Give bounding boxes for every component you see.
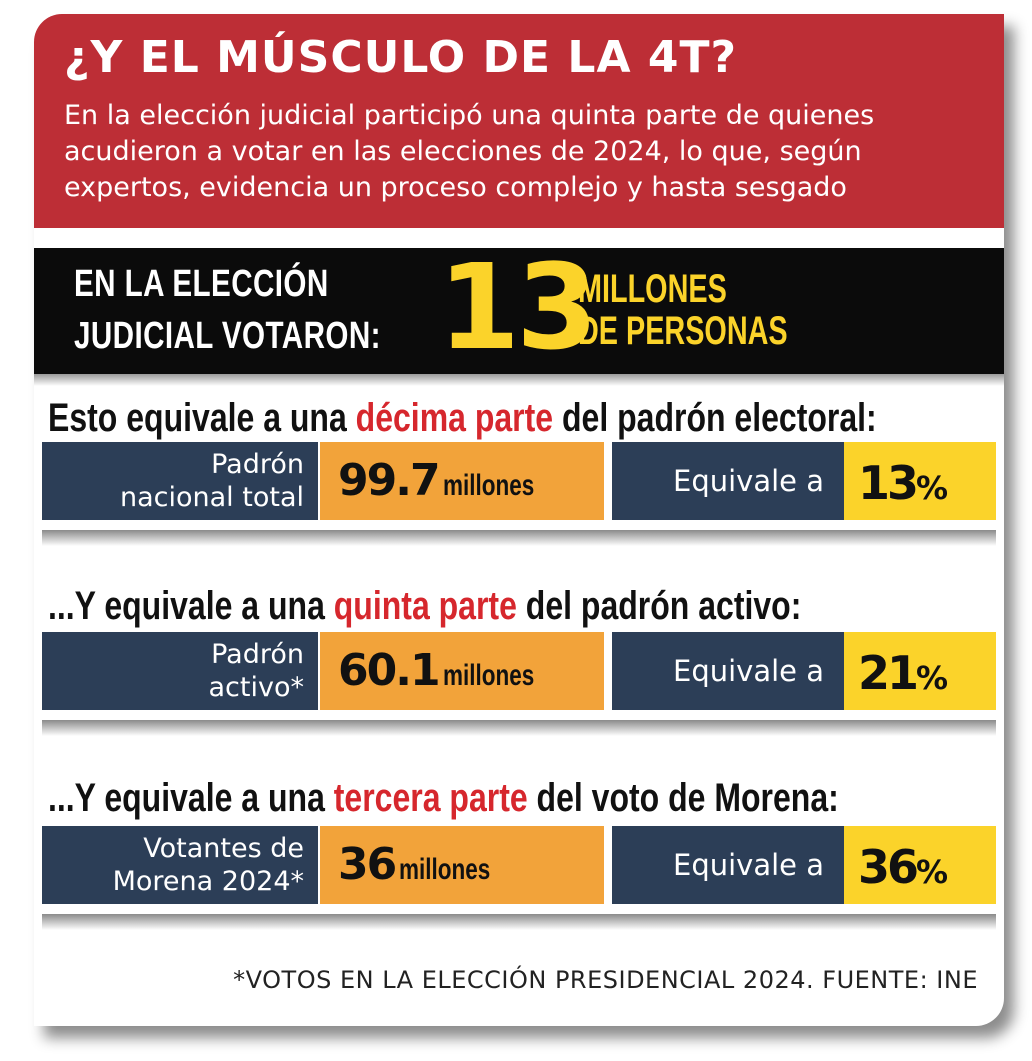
row-value-number: 36	[338, 839, 397, 890]
row-percent: 21%	[844, 632, 996, 710]
row-percent-sign: %	[916, 853, 949, 891]
section-heading-post: del voto de Morena:	[527, 776, 839, 820]
highlight-bar-label-line2: JUDICIAL VOTARON:	[74, 315, 381, 357]
row-value-unit: millones	[442, 659, 534, 692]
row-shadow	[42, 530, 996, 546]
data-row: Padrón activo* 60.1 millones Equivale a 2…	[42, 632, 996, 710]
row-percent-number: 13	[858, 456, 919, 510]
section-heading-pre: ...Y equivale a una	[48, 584, 334, 628]
row-shadow	[42, 720, 996, 736]
page-title: ¿Y EL MÚSCULO DE LA 4T?	[64, 32, 737, 83]
row-percent-sign: %	[916, 469, 949, 507]
source-footnote: *VOTOS EN LA ELECCIÓN PRESIDENCIAL 2024.…	[233, 966, 978, 994]
row-label-line1: Padrón	[211, 449, 304, 480]
data-row: Padrón nacional total 99.7 millones Equiv…	[42, 442, 996, 520]
row-equivalent-label: Equivale a	[612, 632, 844, 710]
row-label: Padrón activo*	[42, 632, 318, 710]
highlight-bar-unit-line1: MILLONES	[578, 267, 727, 311]
section-heading-post: del padrón electoral:	[553, 396, 877, 440]
section-heading-highlight: décima parte	[355, 396, 554, 440]
data-row: Votantes de Morena 2024* 36 millones Equi…	[42, 826, 996, 904]
row-value-number: 99.7	[338, 455, 441, 506]
row-value-unit: millones	[442, 469, 534, 502]
infographic-card: ¿Y EL MÚSCULO DE LA 4T? En la elección j…	[34, 14, 1004, 1026]
row-equivalent-label: Equivale a	[612, 826, 844, 904]
row-label-line1: Padrón	[211, 639, 304, 670]
row-value: 60.1 millones	[320, 632, 604, 710]
section-heading: ...Y equivale a una quinta parte del pad…	[48, 582, 801, 630]
row-label-line2: activo*	[208, 672, 304, 703]
row-percent-number: 21	[858, 646, 919, 700]
page-subtitle: En la elección judicial participó una qu…	[64, 100, 875, 203]
row-equivalent-label: Equivale a	[612, 442, 844, 520]
section-heading: Esto equivale a una décima parte del pad…	[48, 394, 877, 442]
row-value-unit: millones	[399, 853, 491, 886]
highlight-bar: EN LA ELECCIÓN JUDICIAL VOTARON: 13 MILL…	[34, 242, 1004, 374]
row-label: Votantes de Morena 2024*	[42, 826, 318, 904]
highlight-bar-label-line1: EN LA ELECCIÓN	[74, 263, 329, 305]
row-percent-sign: %	[916, 659, 949, 697]
highlight-bar-number: 13	[438, 238, 598, 376]
row-value: 36 millones	[320, 826, 604, 904]
section-heading: ...Y equivale a una tercera parte del vo…	[48, 774, 839, 822]
highlight-bar-unit: MILLONES DE PERSONAS	[578, 268, 788, 352]
row-value-number: 60.1	[338, 645, 441, 696]
highlight-bar-unit-line2: DE PERSONAS	[578, 309, 788, 353]
row-label-line1: Votantes de	[143, 833, 304, 864]
row-label: Padrón nacional total	[42, 442, 318, 520]
row-label-line2: Morena 2024*	[112, 866, 304, 897]
row-percent: 13%	[844, 442, 996, 520]
row-value: 99.7 millones	[320, 442, 604, 520]
row-label-line2: nacional total	[119, 482, 304, 513]
section-heading-pre: Esto equivale a una	[48, 396, 356, 440]
section-heading-highlight: tercera parte	[333, 776, 528, 820]
highlight-bar-shadow	[34, 374, 1004, 386]
row-percent-number: 36	[858, 840, 919, 894]
row-shadow	[42, 914, 996, 930]
section-heading-pre: ...Y equivale a una	[48, 776, 334, 820]
section-heading-post: del padrón activo:	[516, 584, 802, 628]
highlight-bar-label: EN LA ELECCIÓN JUDICIAL VOTARON:	[74, 258, 381, 362]
header-banner: ¿Y EL MÚSCULO DE LA 4T? En la elección j…	[34, 14, 1004, 228]
section-heading-highlight: quinta parte	[333, 584, 517, 628]
row-percent: 36%	[844, 826, 996, 904]
